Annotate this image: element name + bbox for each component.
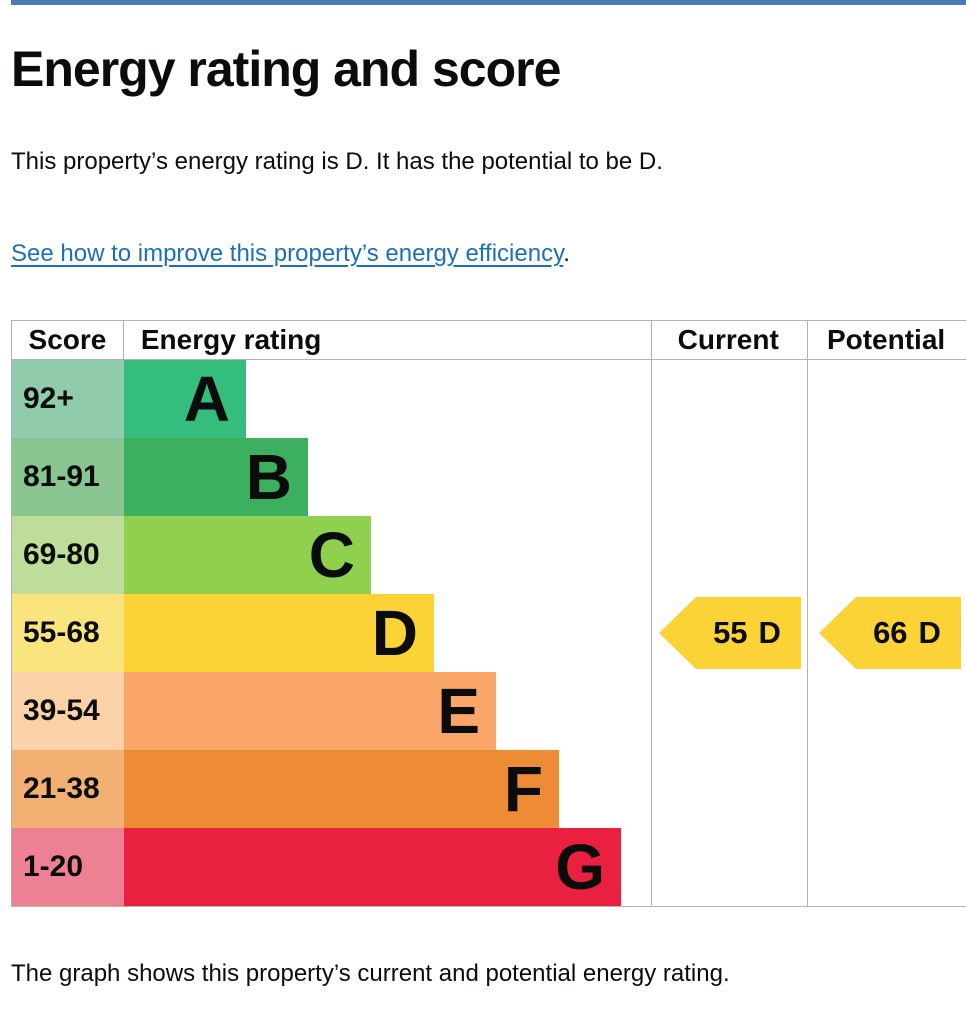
rating-bar-track: G: [124, 828, 966, 906]
rating-bar: F: [124, 750, 559, 828]
rating-bar: A: [124, 360, 246, 438]
band-letter: B: [245, 441, 292, 513]
improve-efficiency-link[interactable]: See how to improve this property’s energ…: [11, 240, 564, 267]
band-letter: A: [183, 363, 230, 435]
score-cell: 69-80: [12, 516, 124, 594]
epc-chart-header: Score Energy rating Current Potential: [12, 321, 966, 360]
rating-bar-track: A: [124, 360, 966, 438]
link-line: See how to improve this property’s energ…: [11, 239, 966, 269]
top-accent-bar: [11, 0, 966, 5]
band-row-b: 81-91 B: [12, 438, 966, 516]
band-letter: F: [503, 753, 543, 825]
band-letter: D: [371, 597, 418, 669]
band-row-f: 21-38 F: [12, 750, 966, 828]
band-row-d: 55-68 D: [12, 594, 966, 672]
score-cell: 21-38: [12, 750, 124, 828]
header-potential: Potential: [826, 324, 946, 355]
page-title: Energy rating and score: [11, 41, 561, 97]
band-row-g: 1-20 G: [12, 828, 966, 906]
rating-bar: C: [124, 516, 371, 594]
rating-bar-track: D: [124, 594, 966, 672]
rating-bar-track: B: [124, 438, 966, 516]
band-letter: E: [437, 675, 480, 747]
chart-caption: The graph shows this property’s current …: [11, 960, 730, 987]
current-column-divider: [651, 321, 652, 906]
band-row-a: 92+ A: [12, 360, 966, 438]
rating-bar-track: C: [124, 516, 966, 594]
current-score-value: 55: [713, 615, 748, 650]
score-cell: 81-91: [12, 438, 124, 516]
current-rating-letter: D: [758, 615, 781, 650]
link-suffix: .: [563, 240, 570, 267]
band-row-e: 39-54 E: [12, 672, 966, 750]
potential-rating-letter: D: [918, 615, 941, 650]
score-cell: 55-68: [12, 594, 124, 672]
band-letter: G: [555, 831, 605, 903]
header-current: Current: [677, 324, 779, 355]
rating-bar-track: F: [124, 750, 966, 828]
score-cell: 39-54: [12, 672, 124, 750]
rating-bar: G: [124, 828, 621, 906]
score-cell: 92+: [12, 360, 124, 438]
potential-score-value: 66: [873, 615, 908, 650]
intro-text: This property’s energy rating is D. It h…: [11, 148, 663, 175]
rating-bar: B: [124, 438, 308, 516]
potential-column-divider: [807, 321, 808, 906]
epc-chart: Score Energy rating Current Potential 92…: [11, 320, 966, 907]
page-content: Energy rating and score This property’s …: [0, 41, 966, 989]
band-row-c: 69-80 C: [12, 516, 966, 594]
rating-bar: E: [124, 672, 496, 750]
rating-bar: D: [124, 594, 434, 672]
score-cell: 1-20: [12, 828, 124, 906]
band-letter: C: [308, 519, 355, 591]
header-energy-rating: Energy rating: [140, 324, 322, 355]
header-score: Score: [12, 321, 124, 359]
rating-bar-track: E: [124, 672, 966, 750]
